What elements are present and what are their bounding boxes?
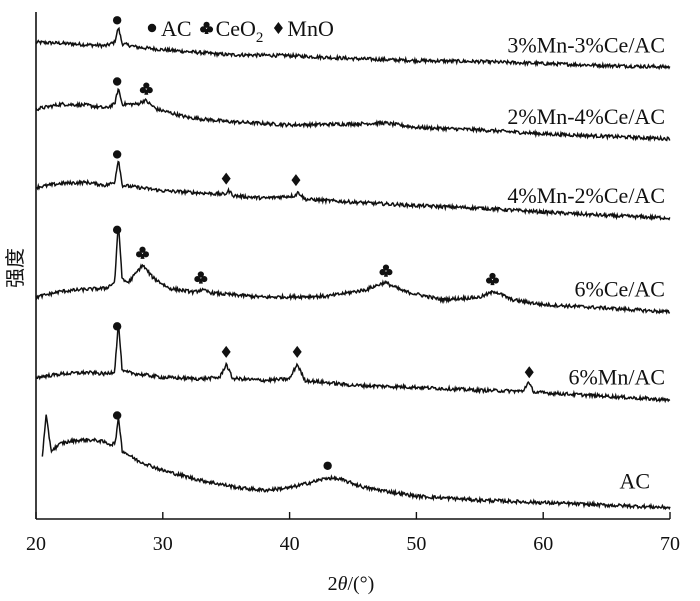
series-labels: 3%Mn-3%Ce/AC 2%Mn-4%Ce/AC 4%Mn-2%Ce/AC 6%Ce… [507, 32, 665, 493]
x-tick-label: 20 [26, 533, 46, 555]
legend-label: AC [161, 16, 192, 41]
peak-marker-diamond [292, 345, 302, 358]
y-axis-title: 强度 [4, 248, 27, 288]
peak-marker-club [139, 82, 153, 95]
series-label: 3%Mn-3%Ce/AC [507, 32, 665, 57]
x-tick-label: 70 [660, 533, 680, 555]
x-tick-label: 60 [533, 533, 553, 555]
legend-label: MnO [287, 16, 333, 41]
series-line [35, 26, 671, 71]
peak-marker-diamond [291, 174, 301, 187]
series-line [35, 87, 671, 143]
markers-layer [112, 16, 534, 470]
peak-marker-circle [112, 77, 122, 86]
peak-marker-club [485, 272, 499, 286]
peak-marker-circle [323, 461, 332, 470]
legend-item: MnO [273, 16, 334, 41]
x-tick-label: 40 [280, 533, 300, 555]
legend-item: AC [147, 16, 192, 41]
peak-marker-circle [112, 225, 122, 235]
series-line [35, 160, 671, 222]
peak-marker-diamond [524, 366, 534, 379]
peak-marker-circle [112, 411, 122, 420]
series-label: 6%Ce/AC [575, 276, 665, 301]
x-tick-label: 30 [153, 533, 173, 555]
legend-marker-club [200, 21, 214, 34]
legend-marker-diamond [273, 22, 283, 34]
legend-item: CeO2 [200, 16, 263, 46]
series-layer [35, 26, 671, 511]
peak-marker-club [379, 264, 393, 277]
peak-marker-circle [112, 16, 122, 25]
series-label: AC [619, 469, 650, 494]
series-label: 2%Mn-4%Ce/AC [507, 104, 665, 129]
peak-marker-club [136, 246, 150, 259]
series-line [35, 226, 671, 315]
legend-label: CeO2 [216, 16, 264, 46]
x-ticks: 20 30 40 50 60 70 [26, 512, 680, 555]
series-label: 6%Mn/AC [568, 365, 665, 390]
x-axis-title: 2θ/(°) [328, 573, 375, 595]
series-line [35, 323, 671, 404]
peak-marker-circle [112, 322, 122, 331]
series-label: 4%Mn-2%Ce/AC [507, 183, 665, 208]
x-tick-label: 50 [406, 533, 426, 555]
legend: AC CeO2 MnO [147, 16, 334, 46]
peak-marker-circle [112, 150, 122, 159]
peak-marker-club [194, 271, 208, 284]
series-line [41, 414, 671, 511]
peak-marker-diamond [221, 345, 231, 358]
peak-marker-diamond [221, 172, 231, 185]
legend-marker-circle [147, 23, 157, 33]
